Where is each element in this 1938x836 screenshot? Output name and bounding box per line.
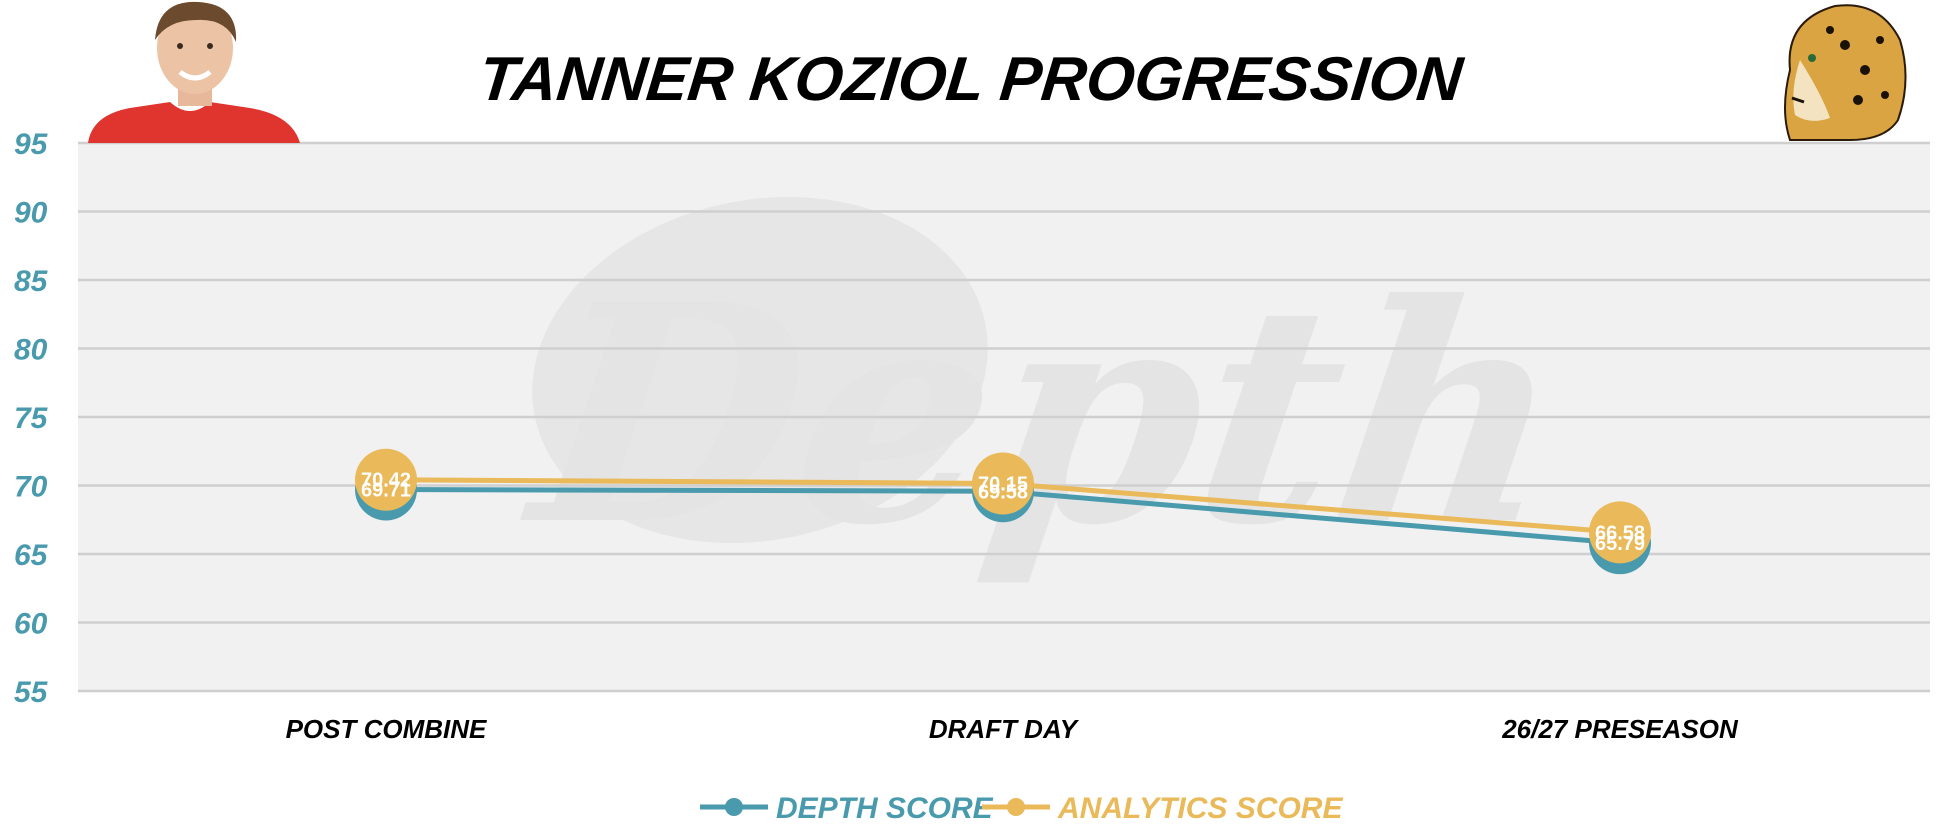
y-tick-label: 85 <box>14 265 49 298</box>
legend-item-depth-score: DEPTH SCORE <box>700 792 994 825</box>
y-tick-label: 75 <box>14 402 49 435</box>
data-label: 69.58 <box>978 481 1028 503</box>
player-headshot <box>88 1 300 143</box>
data-label: 70.15 <box>978 473 1028 495</box>
watermark: Depth <box>507 196 1584 592</box>
y-tick-label: 55 <box>14 676 49 709</box>
x-tick-label: 26/27 PRESEASON <box>1501 714 1739 744</box>
data-label: 69.71 <box>361 479 411 501</box>
data-point <box>1589 501 1651 564</box>
jaguar-logo <box>1784 4 1907 141</box>
legend-label-depth-score: DEPTH SCORE <box>776 792 994 825</box>
data-label: 65.79 <box>1595 533 1645 555</box>
data-label: 70.42 <box>361 470 411 492</box>
data-label: 66.58 <box>1595 522 1645 544</box>
y-tick-label: 90 <box>14 197 48 230</box>
x-tick-label: POST COMBINE <box>286 714 487 744</box>
data-point <box>972 452 1034 515</box>
y-tick-label: 80 <box>14 334 48 367</box>
y-tick-label: 95 <box>14 128 49 161</box>
legend-item-analytics-score: ANALYTICS SCORE <box>982 792 1343 825</box>
y-tick-label: 65 <box>14 539 49 572</box>
chart-title: TANNER KOZIOL PROGRESSION <box>476 45 1467 114</box>
y-tick-label: 60 <box>14 608 48 641</box>
legend: DEPTH SCORE ANALYTICS SCORE <box>700 792 1343 825</box>
watermark-text: Depth <box>507 239 1583 591</box>
x-tick-label: DRAFT DAY <box>929 714 1080 744</box>
y-tick-label: 70 <box>14 471 48 504</box>
legend-label-analytics-score: ANALYTICS SCORE <box>1057 792 1343 825</box>
data-point <box>355 448 417 511</box>
